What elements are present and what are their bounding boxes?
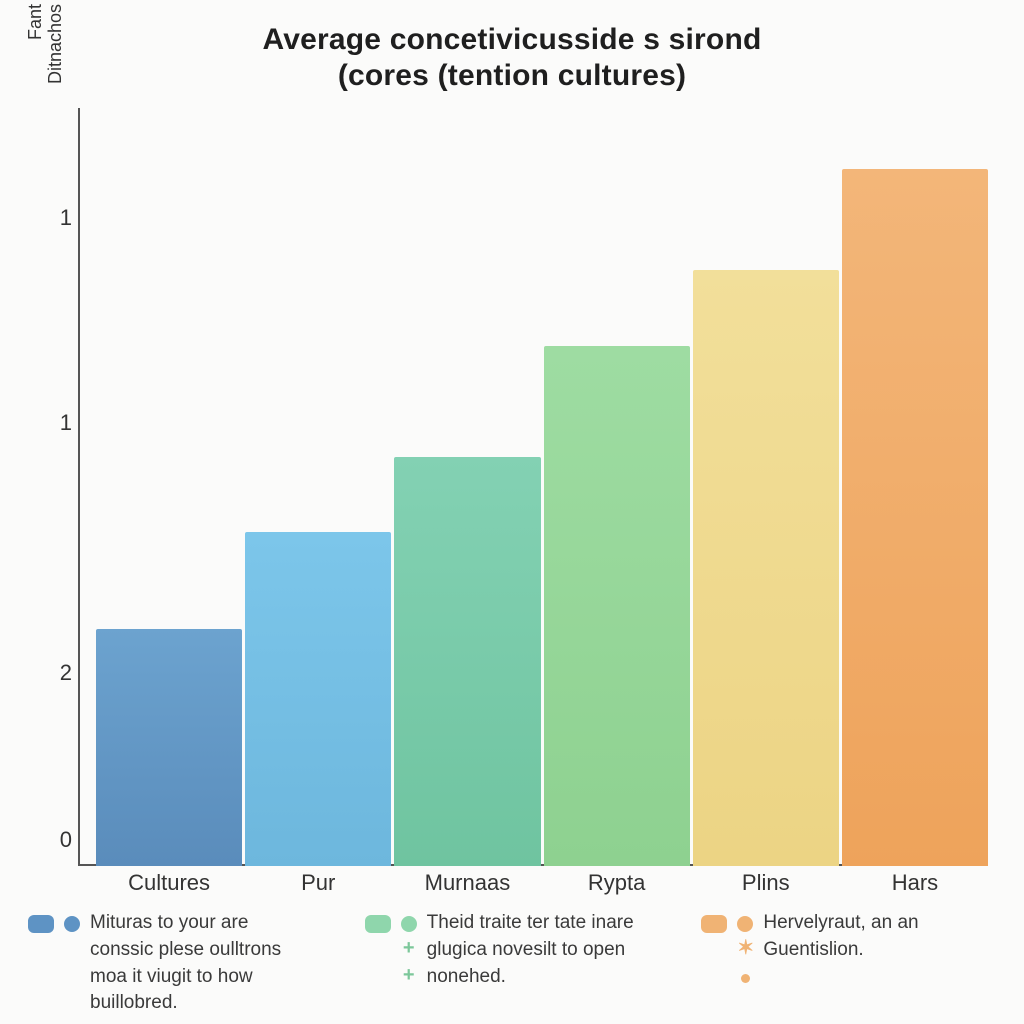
legend-chip-icon <box>365 915 391 933</box>
legend-star-icon: ✶ <box>737 939 753 957</box>
legend-text: Guentislion. <box>763 939 863 962</box>
chart-bar <box>842 169 988 866</box>
x-axis-tick-label: Pur <box>245 870 391 896</box>
y-axis-tick-label: 1 <box>50 205 72 231</box>
x-axis-tick-label: Cultures <box>96 870 242 896</box>
legend-text: Hervelyraut, an an <box>763 912 918 935</box>
chart-bar <box>394 457 540 866</box>
x-axis-tick-label: Hars <box>842 870 988 896</box>
chart-legend: Mituras to your are conssic plese oulltr… <box>28 912 996 1015</box>
y-axis-tick-label: 0 <box>50 827 72 853</box>
legend-text: buillobred. <box>90 992 178 1015</box>
chart-title-line1: Average concetivicusside s sirond <box>262 23 761 56</box>
chart-title-line2: (cores (tention cultures) <box>338 59 686 92</box>
chart-bar <box>693 270 839 866</box>
legend-text: moa it viugit to how <box>90 966 253 989</box>
y-axis-label: Fant Ditnachos <box>26 4 66 114</box>
x-axis-tick-label: Murnaas <box>394 870 540 896</box>
legend-chip-icon <box>28 915 54 933</box>
legend-text: Mituras to your are <box>90 912 248 935</box>
y-axis-tick-label: 2 <box>50 660 72 686</box>
legend-text: conssic plese oulltrons <box>90 939 281 962</box>
legend-dot-icon <box>737 916 753 932</box>
legend-dot-icon <box>401 916 417 932</box>
legend-text: glugica novesilt to open <box>427 939 626 962</box>
x-axis-labels: CulturesPurMurnaasRyptaPlinsHars <box>78 870 988 896</box>
legend-plus-icon: + <box>401 939 417 957</box>
legend-small-dot-icon <box>741 974 750 983</box>
legend-text: nonehed. <box>427 966 506 989</box>
chart-bar <box>245 532 391 866</box>
legend-text: Theid traite ter tate inare <box>427 912 634 935</box>
legend-chip-icon <box>701 915 727 933</box>
chart-bar <box>544 346 690 866</box>
legend-col-1: Mituras to your are conssic plese oulltr… <box>28 912 323 1015</box>
chart-title: Average concetivicusside s sirond (cores… <box>28 22 996 94</box>
chart-bar <box>96 629 242 867</box>
legend-dot-icon <box>64 916 80 932</box>
legend-plus-icon: + <box>401 966 417 984</box>
legend-col-3: Hervelyraut, an an ✶ Guentislion. <box>701 912 996 1015</box>
legend-col-2: Theid traite ter tate inare + glugica no… <box>365 912 660 1015</box>
x-axis-tick-label: Plins <box>693 870 839 896</box>
y-axis-tick-label: 1 <box>50 410 72 436</box>
x-axis-tick-label: Rypta <box>544 870 690 896</box>
chart-bars <box>78 108 988 866</box>
chart-plot-area: Fant Ditnachos 0211 <box>78 108 988 866</box>
